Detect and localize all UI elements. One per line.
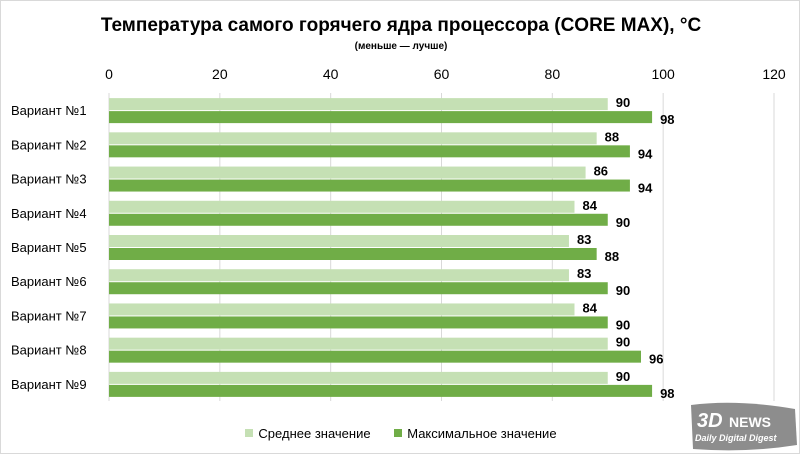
bar	[109, 350, 641, 363]
bar	[109, 303, 575, 316]
bar	[109, 179, 630, 192]
data-label: 90	[616, 317, 630, 332]
bar	[109, 166, 586, 179]
bar	[109, 384, 653, 397]
legend-item-max: Максимальное значение	[394, 425, 557, 441]
svg-text:Daily Digital Digest: Daily Digital Digest	[695, 433, 778, 443]
data-label: 98	[660, 386, 674, 401]
data-label: 83	[577, 232, 591, 247]
x-tick-label: 20	[212, 66, 228, 82]
bar	[109, 213, 608, 226]
bar	[109, 111, 653, 124]
legend-item-avg: Среднее значение	[245, 425, 371, 441]
data-label: 96	[649, 352, 663, 367]
data-label: 83	[577, 266, 591, 281]
bar	[109, 235, 569, 247]
x-tick-label: 120	[762, 66, 786, 82]
chart-subtitle: (меньше — лучше)	[354, 41, 448, 52]
bar	[109, 282, 608, 295]
data-label: 86	[594, 164, 608, 179]
category-label: Вариант №9	[11, 377, 87, 392]
category-label: Вариант №4	[11, 206, 87, 221]
category-label: Вариант №7	[11, 308, 87, 323]
bar	[109, 316, 608, 329]
data-label: 84	[583, 300, 598, 315]
data-label: 88	[605, 249, 619, 264]
data-label: 88	[605, 129, 619, 144]
bar	[109, 371, 608, 384]
legend-swatch	[394, 429, 403, 437]
svg-text:NEWS: NEWS	[729, 414, 771, 430]
data-label: 90	[616, 215, 630, 230]
x-tick-label: 0	[105, 66, 113, 82]
data-label: 94	[638, 146, 653, 161]
bar	[109, 337, 608, 350]
data-label: 90	[616, 369, 630, 384]
category-label: Вариант №8	[11, 343, 87, 358]
bar	[109, 200, 575, 213]
data-label: 94	[638, 181, 653, 196]
legend-swatch	[245, 429, 254, 437]
data-label: 90	[616, 335, 630, 350]
data-label: 98	[660, 112, 674, 127]
x-tick-label: 60	[434, 66, 450, 82]
category-label: Вариант №6	[11, 274, 87, 289]
x-tick-label: 80	[545, 66, 561, 82]
data-label: 90	[616, 283, 630, 298]
bar	[109, 132, 597, 145]
category-label: Вариант №5	[11, 240, 87, 255]
legend: Среднее значение Максимальное значение	[1, 425, 799, 441]
category-label: Вариант №1	[11, 103, 87, 118]
chart-title: Температура самого горячего ядра процесс…	[100, 15, 702, 36]
data-label: 84	[583, 198, 598, 213]
x-tick-label: 100	[651, 66, 675, 82]
bar	[109, 269, 569, 282]
svg-text:3D: 3D	[697, 410, 723, 432]
category-label: Вариант №3	[11, 172, 87, 187]
3dnews-watermark-logo: 3D NEWS Daily Digital Digest	[687, 401, 799, 453]
bar	[109, 145, 630, 158]
bar	[109, 248, 597, 260]
bar	[109, 98, 608, 111]
legend-label: Максимальное значение	[407, 425, 557, 441]
legend-label: Среднее значение	[258, 425, 371, 441]
data-label: 90	[616, 95, 630, 110]
x-tick-label: 40	[323, 66, 339, 82]
category-label: Вариант №2	[11, 137, 87, 152]
